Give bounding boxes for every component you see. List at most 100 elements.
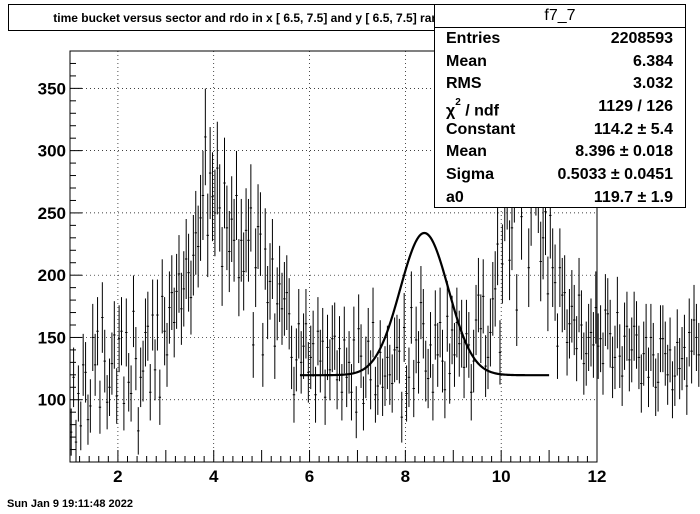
histogram-bin xyxy=(213,169,217,257)
histogram-bin xyxy=(647,347,650,408)
histogram-bin xyxy=(676,309,679,376)
histogram-bin xyxy=(652,322,655,387)
stats-row: Sigma 0.5033 ± 0.0451 xyxy=(435,164,685,187)
histogram-bin xyxy=(285,255,288,330)
histogram-bin xyxy=(141,340,145,402)
histogram-bin xyxy=(252,312,255,378)
histogram-bin xyxy=(541,196,545,280)
histogram-bin xyxy=(429,312,432,378)
histogram-bin xyxy=(77,365,80,422)
histogram-bin xyxy=(345,347,348,408)
histogram-bin xyxy=(465,299,468,368)
histogram-bin xyxy=(331,305,334,373)
histogram-bin xyxy=(333,302,336,370)
histogram-bin xyxy=(72,347,75,408)
stats-row: a0 119.7 ± 1.9 xyxy=(435,187,685,210)
histogram-bin xyxy=(484,335,487,397)
histogram-bin xyxy=(170,255,174,330)
histogram-bin xyxy=(156,279,159,351)
histogram-bin xyxy=(240,198,243,282)
y-tick-label: 100 xyxy=(38,391,66,410)
histogram-bin xyxy=(616,276,619,349)
histogram-bin xyxy=(553,244,557,321)
histogram-bin xyxy=(565,309,569,376)
histogram-bin xyxy=(611,336,614,399)
histogram-bin xyxy=(189,260,193,335)
stats-row: Entries 2208593 xyxy=(435,28,685,51)
stats-value: 119.7 ± 1.9 xyxy=(593,188,673,206)
histogram-bin xyxy=(405,365,408,422)
histogram-bin xyxy=(149,364,152,421)
histogram-bin xyxy=(268,243,272,320)
histogram-bin xyxy=(546,256,550,332)
histogram-bin xyxy=(412,359,415,418)
histogram-bin xyxy=(86,394,90,445)
histogram-bin xyxy=(151,279,154,351)
histogram-bin xyxy=(311,310,315,377)
histogram-bin xyxy=(386,325,389,390)
histogram-bin xyxy=(115,368,118,424)
histogram-bin xyxy=(443,361,447,419)
histogram-bin xyxy=(424,340,427,402)
histogram-bin xyxy=(582,332,586,395)
histogram-bin xyxy=(381,358,384,417)
histogram-bin xyxy=(101,282,104,353)
histogram-bin xyxy=(220,227,224,306)
stats-key: Sigma xyxy=(446,166,495,184)
histogram-bin xyxy=(407,347,411,408)
histogram-bin xyxy=(482,259,485,334)
histogram-bin xyxy=(632,291,636,361)
histogram-bin xyxy=(390,354,394,413)
histogram-bin xyxy=(692,284,696,356)
histogram-bin xyxy=(683,314,686,381)
histogram-bin xyxy=(625,291,629,361)
stats-key: a0 xyxy=(446,188,464,206)
histogram-bin xyxy=(573,284,576,356)
chart-title: time bucket versus sector and rdo in x [… xyxy=(8,4,498,31)
histogram-bin xyxy=(359,324,363,388)
histogram-bin xyxy=(347,331,351,394)
histogram-bin xyxy=(630,317,633,383)
histogram-bin xyxy=(74,419,78,462)
histogram-bin xyxy=(400,391,403,443)
histogram-bin xyxy=(256,184,260,269)
histogram-bin xyxy=(388,344,391,405)
histogram-bin xyxy=(659,305,662,373)
x-tick-label: 12 xyxy=(588,467,607,486)
histogram-bin xyxy=(96,297,99,366)
histogram-bin xyxy=(242,232,245,311)
histogram-bin xyxy=(467,312,471,378)
histogram-bin xyxy=(264,208,267,290)
histogram-bin xyxy=(249,164,253,252)
histogram-bin xyxy=(585,321,588,386)
histogram-bin xyxy=(628,328,631,392)
histogram-bin xyxy=(438,287,442,358)
histogram-bin xyxy=(431,364,435,421)
histogram-bin xyxy=(335,350,339,410)
chart-title-text: time bucket versus sector and rdo in x [… xyxy=(53,10,453,25)
histogram-bin xyxy=(304,288,308,359)
histogram-bin xyxy=(283,261,286,336)
histogram-bin xyxy=(158,369,162,425)
histogram-bin xyxy=(589,298,593,367)
histogram-bin xyxy=(290,325,293,390)
histogram-bin xyxy=(489,298,492,367)
histogram-bin xyxy=(479,294,483,364)
fit-curve xyxy=(299,231,550,377)
histogram-bin xyxy=(117,305,121,373)
histogram-bin xyxy=(486,325,490,390)
histogram-bin xyxy=(410,271,413,344)
histogram-bin xyxy=(192,214,195,296)
stats-row: χ2 / ndf 1129 / 126 xyxy=(435,96,685,119)
stats-key: Mean xyxy=(446,52,487,70)
histogram-bin xyxy=(223,137,226,229)
histogram-bin xyxy=(91,303,94,372)
stats-row: RMS 3.032 xyxy=(435,73,685,96)
histogram-bin xyxy=(163,297,166,366)
histogram-bin xyxy=(668,317,672,383)
histogram-bin xyxy=(419,266,423,340)
histogram-bin xyxy=(165,322,169,387)
histogram-bin xyxy=(474,284,478,356)
histogram-bin xyxy=(340,364,344,421)
histogram-bin xyxy=(599,305,602,373)
